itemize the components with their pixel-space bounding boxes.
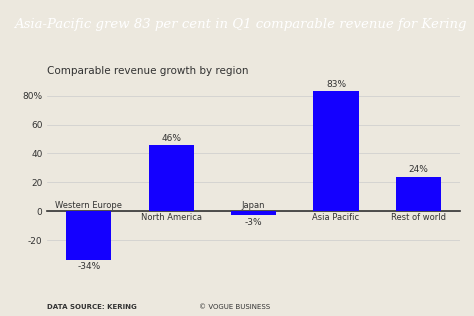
- Text: DATA SOURCE: KERING: DATA SOURCE: KERING: [47, 304, 137, 310]
- Text: Asia Pacific: Asia Pacific: [312, 213, 360, 222]
- Text: -3%: -3%: [245, 218, 263, 227]
- Text: 83%: 83%: [326, 80, 346, 89]
- Text: Comparable revenue growth by region: Comparable revenue growth by region: [47, 66, 249, 76]
- Text: © VOGUE BUSINESS: © VOGUE BUSINESS: [199, 304, 270, 310]
- Text: North America: North America: [141, 213, 202, 222]
- Text: Japan: Japan: [242, 201, 265, 210]
- Text: 46%: 46%: [161, 134, 181, 143]
- Text: Asia-Pacific grew 83 per cent in Q1 comparable revenue for Kering: Asia-Pacific grew 83 per cent in Q1 comp…: [14, 18, 467, 31]
- Text: 24%: 24%: [409, 165, 428, 174]
- Bar: [396, 177, 441, 211]
- Bar: [231, 211, 276, 216]
- Text: -34%: -34%: [77, 262, 100, 271]
- Text: Rest of world: Rest of world: [391, 213, 446, 222]
- Bar: [148, 145, 194, 211]
- Text: Western Europe: Western Europe: [55, 201, 122, 210]
- Bar: [66, 211, 111, 260]
- Bar: [313, 91, 359, 211]
